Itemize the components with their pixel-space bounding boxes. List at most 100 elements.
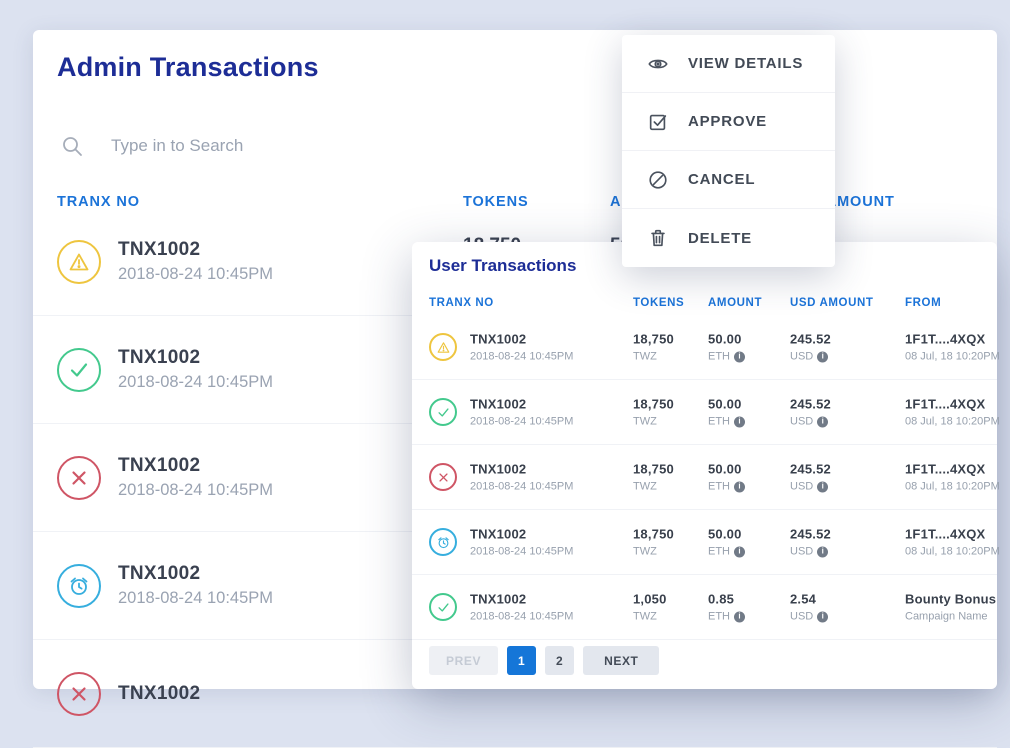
from-campaign-sub: Campaign Name: [905, 610, 988, 623]
from-address: 1F1T....4XQX: [905, 396, 986, 412]
info-icon[interactable]: i: [817, 416, 829, 427]
info-icon[interactable]: i: [734, 611, 745, 622]
column-header-tokens: TOKENS: [463, 194, 529, 210]
table-row[interactable]: TNX1002 2018-08-24 10:45PM 18,750 TWZ 50.0…: [412, 315, 1000, 380]
usd-unit: USD: [790, 350, 814, 363]
tranx-date: 2018-08-24 10:45PM: [470, 545, 574, 558]
cross-icon: [429, 463, 457, 491]
column-header-tranx-no: TRANX NO: [57, 194, 140, 210]
table-row[interactable]: TNX1002 2018-08-24 10:45PM 1,050 TWZ 0.85 E…: [412, 575, 997, 640]
menu-item-approve[interactable]: APPROVE: [622, 93, 835, 151]
usd-value: 2.54: [790, 591, 817, 607]
table-row[interactable]: TNX1002 2018-08-24 10:45PM 18,750 TWZ 50.0…: [412, 380, 1000, 445]
column-header-amount: AMOUNT: [708, 297, 763, 309]
tokens-value: 18,750: [633, 526, 674, 542]
usd-unit: USD: [790, 415, 814, 428]
warning-icon: [429, 333, 457, 361]
usd-unit: USD: [790, 480, 814, 493]
column-header-tranx-no: TRANX NO: [429, 297, 494, 309]
info-icon[interactable]: i: [734, 351, 745, 362]
tranx-no: TNX1002: [470, 331, 527, 347]
search-placeholder: Type in to Search: [111, 136, 244, 155]
tranx-date: 2018-08-24 10:45PM: [118, 481, 274, 499]
menu-item-cancel[interactable]: CANCEL: [622, 151, 835, 209]
table-row[interactable]: TNX1002 2018-08-24 10:45PM: [33, 424, 997, 532]
tokens-value: 1,050: [633, 591, 667, 607]
tranx-no: TNX1002: [118, 239, 201, 260]
table-row[interactable]: TNX1002 2018-08-24 10:45PM 18,750 TWZ 50.0…: [412, 510, 1000, 575]
from-address: 1F1T....4XQX: [905, 461, 986, 477]
column-header-tokens: TOKENS: [633, 297, 685, 309]
tranx-no: TNX1002: [470, 591, 527, 607]
pagination-next-button[interactable]: NEXT: [583, 646, 660, 675]
tranx-date: 2018-08-24 10:45PM: [118, 589, 274, 607]
info-icon[interactable]: i: [817, 351, 829, 362]
amount-unit: ETH: [708, 480, 730, 493]
from-campaign: Bounty Bonus: [905, 591, 997, 607]
info-icon[interactable]: i: [817, 546, 829, 557]
from-date: 08 Jul, 18 10:20PM: [905, 480, 1000, 493]
check-icon: [57, 347, 101, 392]
tokens-unit: TWZ: [633, 480, 657, 493]
info-icon[interactable]: i: [817, 481, 829, 492]
usd-unit: USD: [790, 545, 814, 558]
modal-title: User Transactions: [429, 256, 577, 275]
trash-icon: [647, 227, 669, 249]
from-address: 1F1T....4XQX: [905, 331, 986, 347]
amount-value: 50.00: [708, 396, 742, 412]
tokens-value: 18,750: [633, 331, 674, 347]
tokens-value: 18,750: [633, 396, 674, 412]
modal-table-header: TRANX NO TOKENS AMOUNT USD AMOUNT FROM: [412, 297, 997, 311]
tranx-date: 2018-08-24 10:45PM: [470, 415, 574, 428]
pagination-page-1-button[interactable]: 1: [507, 646, 537, 675]
info-icon[interactable]: i: [734, 416, 745, 427]
cross-icon: [57, 455, 101, 500]
amount-unit: ETH: [708, 415, 730, 428]
menu-item-view-details[interactable]: VIEW DETAILS: [622, 35, 835, 93]
tokens-unit: TWZ: [633, 545, 657, 558]
menu-item-label: DELETE: [688, 229, 752, 247]
pagination-page-2-button[interactable]: 2: [545, 646, 575, 675]
eye-icon: [647, 53, 669, 75]
check-icon: [429, 593, 457, 621]
from-date: 08 Jul, 18 10:20PM: [905, 545, 1000, 558]
row-actions-menu: VIEW DETAILS APPROVE CANCEL DELETE: [622, 35, 835, 267]
pagination-prev-button[interactable]: PREV: [429, 646, 499, 675]
tokens-unit: TWZ: [633, 415, 657, 428]
table-row[interactable]: TNX1002 2018-08-24 10:45PM 18,750 TWZ 50.0…: [412, 445, 1000, 510]
check-icon: [429, 398, 457, 426]
usd-value: 245.52: [790, 396, 831, 412]
usd-value: 245.52: [790, 526, 831, 542]
menu-item-label: APPROVE: [688, 113, 767, 130]
user-transactions-modal: User Transactions TRANX NO TOKENS AMOUNT…: [412, 242, 1000, 689]
tokens-unit: TWZ: [633, 610, 657, 623]
tranx-date: 2018-08-24 10:45PM: [470, 480, 574, 493]
search-input[interactable]: Type in to Search: [60, 134, 400, 158]
usd-unit: USD: [790, 610, 814, 623]
usd-value: 245.52: [790, 461, 831, 477]
from-address: 1F1T....4XQX: [905, 526, 986, 542]
info-icon[interactable]: i: [817, 611, 829, 622]
menu-item-label: CANCEL: [688, 171, 756, 188]
info-icon[interactable]: i: [734, 546, 745, 557]
tranx-date: 2018-08-24 10:45PM: [118, 265, 274, 283]
amount-value: 50.00: [708, 331, 742, 347]
column-header-usd-amount: USD AMOUNT: [790, 297, 874, 309]
from-date: 08 Jul, 18 10:20PM: [905, 350, 1000, 363]
amount-value: 50.00: [708, 526, 742, 542]
alarm-clock-icon: [429, 528, 457, 556]
tranx-date: 2018-08-24 10:45PM: [470, 610, 574, 623]
tranx-no: TNX1002: [118, 563, 201, 584]
tokens-unit: TWZ: [633, 350, 657, 363]
tranx-date: 2018-08-24 10:45PM: [470, 350, 574, 363]
info-icon[interactable]: i: [734, 481, 745, 492]
amount-value: 0.85: [708, 591, 735, 607]
modal-table-body: TNX1002 2018-08-24 10:45PM 18,750 TWZ 50.0…: [412, 315, 1000, 640]
tranx-no: TNX1002: [470, 461, 527, 477]
menu-item-delete[interactable]: DELETE: [622, 209, 835, 267]
alarm-clock-icon: [57, 563, 101, 608]
page-title: Admin Transactions: [57, 52, 319, 82]
checkbox-check-icon: [647, 111, 669, 133]
tranx-date: 2018-08-24 10:45PM: [118, 373, 274, 391]
tranx-no: TNX1002: [470, 526, 527, 542]
